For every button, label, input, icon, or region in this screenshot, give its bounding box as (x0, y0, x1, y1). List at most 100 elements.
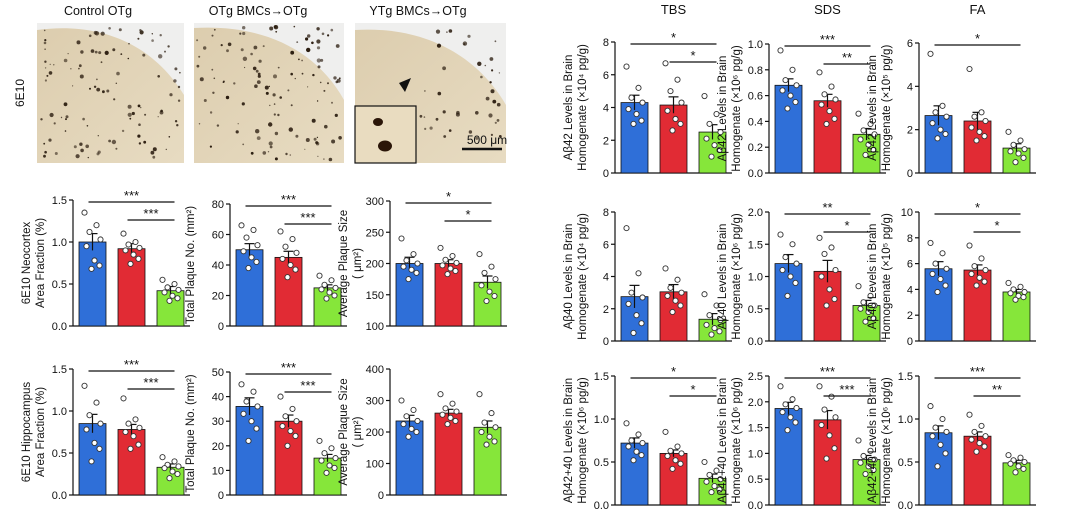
significance-stars: *** (300, 210, 315, 225)
bar-1 (274, 420, 303, 496)
data-point (678, 99, 685, 106)
data-point (717, 316, 724, 324)
micrograph-row-label: 6E10 (13, 79, 27, 107)
data-point (292, 432, 299, 440)
data-point (1021, 458, 1028, 466)
significance-stars: *** (124, 188, 139, 203)
data-point (703, 135, 710, 142)
plaque-dot (475, 136, 479, 140)
data-point (792, 99, 799, 106)
data-point (717, 129, 724, 136)
plaque-inset (354, 105, 417, 164)
plaque-dot (138, 142, 142, 145)
data-point (678, 450, 685, 457)
data-point (81, 209, 88, 216)
y-axis-label: Aβ42 Levels in Brain Homogenate (×10⁴ pg/… (563, 44, 589, 171)
y-tick-label: 0.5 (594, 457, 609, 469)
data-point (860, 452, 867, 460)
data-point (713, 467, 720, 474)
y-axis-label: 6E10 Neocortex Area Fraction (%) (21, 218, 47, 308)
plaque-dot (98, 51, 102, 55)
plaque-dot (316, 27, 320, 31)
y-axis-label-line: Aβ42+40 Levels in Brain (717, 378, 729, 503)
data-point (483, 441, 490, 448)
plaque-dot (151, 39, 154, 42)
plaque-dot (78, 64, 82, 68)
y-tick-label: 100 (366, 459, 384, 471)
data-point (976, 274, 983, 281)
data-point (982, 433, 989, 440)
y-tick-label: 300 (366, 196, 384, 208)
y-axis-label: Aβ40 Levels in Brain Homogenate (×10⁶ pg/… (717, 213, 743, 340)
y-tick-label: 8 (603, 207, 609, 219)
plaque-dot (142, 53, 146, 57)
data-point (1021, 146, 1028, 153)
y-axis-label-line: Homogenate (×10⁶ pg/g) (731, 377, 743, 504)
plaque-dot (159, 34, 162, 37)
plaque-dot (108, 27, 111, 30)
y-tick-label: 0.0 (52, 490, 67, 502)
y-tick-label: 8 (907, 233, 913, 245)
data-point (1020, 154, 1027, 161)
data-point (1012, 469, 1019, 476)
data-point (823, 302, 830, 309)
y-tick-label: 0 (907, 336, 913, 348)
y-tick-label: 1.0 (748, 39, 763, 51)
data-point (623, 225, 630, 232)
plaque-dot (212, 91, 215, 95)
y-axis-label-line: Total Plaque No. (mm²) (185, 206, 197, 324)
data-point (400, 421, 407, 428)
y-axis-label-line: Aβ40 Levels in Brain (867, 224, 879, 330)
plaque-dot (94, 50, 98, 54)
data-point (826, 432, 833, 439)
data-point (625, 106, 632, 113)
data-point (91, 439, 98, 446)
data-point (408, 425, 415, 432)
plaque-dot (442, 66, 446, 71)
plaque-dot (442, 110, 446, 114)
plaque-dot (157, 75, 160, 78)
data-point (630, 120, 637, 127)
y-axis-label: Aβ42+40 Levels in Brain Homogenate (×10⁶ … (867, 377, 893, 504)
data-point (410, 251, 417, 258)
plaque-dot (272, 93, 276, 97)
y-tick-label: 6 (907, 38, 913, 50)
data-point (787, 414, 794, 421)
data-point (678, 289, 685, 296)
data-point (633, 312, 640, 319)
significance-stars: *** (143, 206, 158, 221)
data-point (832, 96, 839, 103)
data-point (400, 263, 407, 270)
data-point (937, 276, 944, 283)
data-point (862, 318, 869, 325)
plaque-dot (158, 54, 163, 59)
plaque-dot (424, 127, 427, 130)
data-point (667, 284, 674, 291)
plaque-dot (54, 152, 58, 155)
data-point (942, 130, 949, 138)
plaque-dot (494, 121, 497, 124)
significance-stars: *** (281, 192, 296, 207)
plaque-dot (316, 46, 321, 50)
data-point (125, 241, 132, 248)
y-tick-label: 1.5 (594, 371, 609, 383)
data-point (934, 135, 941, 142)
data-point (623, 420, 630, 427)
data-point (782, 254, 789, 261)
y-tick-label: 30 (212, 416, 224, 428)
plaque-dot (323, 158, 325, 160)
data-point (1017, 283, 1024, 290)
data-point (871, 131, 878, 138)
plaque-dot (277, 66, 280, 69)
plaque-dot (273, 103, 276, 105)
y-axis-label-line: Homogenate (×10⁶ pg/g) (731, 45, 743, 172)
data-point (708, 331, 715, 338)
y-tick-label: 0 (378, 490, 384, 502)
data-point (159, 276, 166, 283)
significance-stars: *** (839, 382, 854, 397)
plaque-dot (196, 64, 200, 68)
y-tick-label: 1.5 (748, 423, 763, 435)
data-point (323, 469, 330, 476)
data-point (478, 282, 485, 289)
plaque-dot (298, 58, 300, 61)
